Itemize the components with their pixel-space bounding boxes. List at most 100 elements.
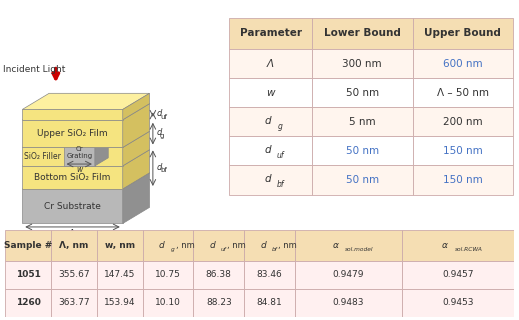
Text: , nm: , nm: [176, 241, 195, 250]
Text: SiO₂ Filler: SiO₂ Filler: [24, 152, 61, 161]
Text: Incident Light: Incident Light: [3, 65, 66, 74]
Text: d: d: [264, 145, 271, 155]
Polygon shape: [122, 173, 149, 223]
Text: , nm: , nm: [227, 241, 246, 250]
Text: Upper SiO₂ Film: Upper SiO₂ Film: [37, 129, 108, 138]
FancyBboxPatch shape: [402, 230, 514, 260]
Text: Parameter: Parameter: [239, 28, 302, 38]
Text: 1260: 1260: [16, 298, 40, 307]
Text: , nm: , nm: [278, 241, 297, 250]
FancyBboxPatch shape: [5, 289, 51, 317]
Text: Lower Bound: Lower Bound: [324, 28, 401, 38]
FancyBboxPatch shape: [229, 165, 312, 195]
FancyBboxPatch shape: [97, 260, 143, 289]
FancyBboxPatch shape: [413, 49, 513, 78]
Text: 0.9457: 0.9457: [442, 270, 474, 279]
Text: d: d: [264, 116, 271, 126]
FancyBboxPatch shape: [244, 230, 295, 260]
FancyBboxPatch shape: [295, 260, 402, 289]
FancyBboxPatch shape: [194, 230, 244, 260]
Text: α: α: [333, 241, 338, 250]
Text: 0.9479: 0.9479: [333, 270, 364, 279]
Polygon shape: [22, 104, 149, 120]
FancyBboxPatch shape: [312, 78, 413, 107]
FancyBboxPatch shape: [413, 165, 513, 195]
Text: Λ, nm: Λ, nm: [59, 242, 89, 251]
FancyBboxPatch shape: [51, 289, 97, 317]
Text: w: w: [266, 88, 275, 98]
Text: d: d: [210, 241, 215, 250]
Text: 300 nm: 300 nm: [343, 59, 382, 68]
Text: g: g: [278, 122, 282, 131]
Polygon shape: [22, 93, 149, 109]
Text: d: d: [157, 128, 162, 137]
FancyBboxPatch shape: [312, 136, 413, 165]
Text: 355.67: 355.67: [58, 270, 90, 279]
Text: bf: bf: [272, 247, 278, 252]
FancyBboxPatch shape: [5, 260, 51, 289]
Polygon shape: [22, 166, 122, 189]
Polygon shape: [22, 189, 122, 223]
Polygon shape: [64, 140, 108, 148]
Polygon shape: [122, 93, 149, 120]
FancyBboxPatch shape: [413, 78, 513, 107]
FancyBboxPatch shape: [312, 107, 413, 136]
Text: Λ: Λ: [69, 228, 76, 238]
Text: 150 nm: 150 nm: [443, 175, 483, 185]
Text: sol.RCWA: sol.RCWA: [455, 247, 483, 252]
FancyBboxPatch shape: [194, 260, 244, 289]
Text: d: d: [261, 241, 266, 250]
Text: Sample #: Sample #: [4, 242, 52, 251]
Text: 0.9453: 0.9453: [442, 298, 474, 307]
FancyBboxPatch shape: [97, 230, 143, 260]
Polygon shape: [22, 120, 122, 148]
Text: uf: uf: [160, 114, 167, 120]
Text: 147.45: 147.45: [104, 270, 135, 279]
FancyBboxPatch shape: [229, 136, 312, 165]
FancyBboxPatch shape: [244, 260, 295, 289]
Text: d: d: [157, 163, 162, 172]
Text: Cr Substrate: Cr Substrate: [44, 202, 101, 211]
Text: α: α: [442, 241, 447, 250]
FancyBboxPatch shape: [295, 289, 402, 317]
FancyBboxPatch shape: [143, 289, 194, 317]
FancyBboxPatch shape: [413, 18, 513, 49]
Text: bf: bf: [160, 167, 167, 173]
Polygon shape: [22, 148, 122, 166]
Text: sol.model: sol.model: [345, 247, 374, 252]
FancyBboxPatch shape: [143, 230, 194, 260]
FancyBboxPatch shape: [229, 49, 312, 78]
Polygon shape: [22, 173, 149, 189]
Text: 10.75: 10.75: [155, 270, 181, 279]
Text: 83.46: 83.46: [257, 270, 282, 279]
Text: 86.38: 86.38: [206, 270, 232, 279]
FancyBboxPatch shape: [312, 49, 413, 78]
FancyBboxPatch shape: [229, 18, 312, 49]
Text: g: g: [171, 247, 175, 252]
Polygon shape: [122, 150, 149, 189]
Polygon shape: [22, 150, 149, 166]
Text: Bottom SiO₂ Film: Bottom SiO₂ Film: [34, 173, 111, 182]
Text: d: d: [264, 174, 271, 184]
Text: 84.81: 84.81: [257, 298, 282, 307]
Text: Upper Bound: Upper Bound: [425, 28, 501, 38]
Text: w, nm: w, nm: [104, 242, 135, 251]
Polygon shape: [22, 131, 149, 148]
Text: bf: bf: [276, 180, 284, 189]
Text: uf: uf: [221, 247, 227, 252]
FancyBboxPatch shape: [5, 230, 51, 260]
Text: 5 nm: 5 nm: [349, 117, 376, 127]
FancyBboxPatch shape: [312, 18, 413, 49]
Text: 0.9483: 0.9483: [333, 298, 364, 307]
Text: w: w: [76, 165, 83, 174]
FancyBboxPatch shape: [143, 260, 194, 289]
FancyBboxPatch shape: [244, 289, 295, 317]
Polygon shape: [64, 148, 95, 166]
FancyBboxPatch shape: [312, 165, 413, 195]
FancyBboxPatch shape: [413, 107, 513, 136]
FancyBboxPatch shape: [229, 107, 312, 136]
Text: 50 nm: 50 nm: [346, 175, 379, 185]
Text: Λ – 50 nm: Λ – 50 nm: [437, 88, 489, 98]
Polygon shape: [95, 140, 108, 166]
Text: d: d: [159, 241, 165, 250]
